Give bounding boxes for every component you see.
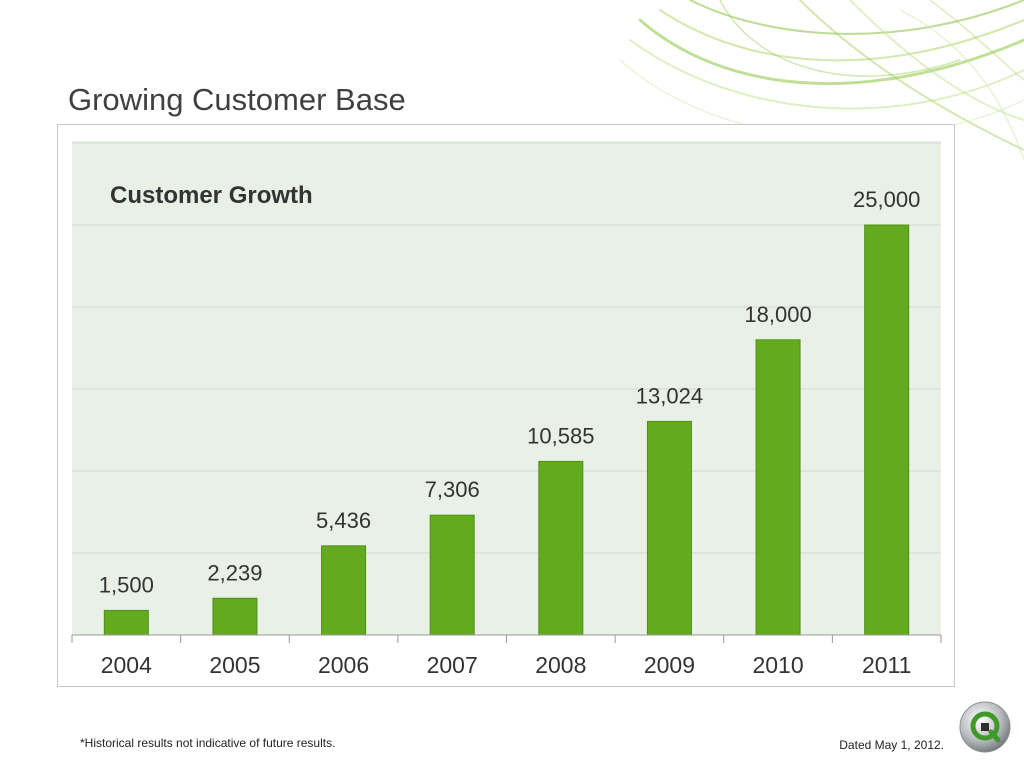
plot-background (72, 141, 941, 635)
slide-title: Growing Customer Base (68, 82, 406, 117)
x-tick-label-2005: 2005 (209, 652, 260, 678)
footnote: *Historical results not indicative of fu… (80, 736, 336, 750)
data-label-2010: 18,000 (744, 302, 811, 327)
x-tick-label-2008: 2008 (535, 652, 586, 678)
x-tick-label-2011: 2011 (862, 652, 911, 678)
qlikview-q-logo-icon (959, 701, 1011, 753)
bars (103, 224, 910, 636)
data-label-2011: 25,000 (853, 187, 920, 212)
x-tick-label-2006: 2006 (318, 652, 369, 678)
data-label-2006: 5,436 (316, 508, 371, 533)
bar-2006 (321, 545, 367, 636)
bar-2005 (212, 597, 258, 636)
data-label-2009: 13,024 (636, 383, 703, 408)
x-tick-label-2009: 2009 (644, 652, 695, 678)
date-note: Dated May 1, 2012. (839, 738, 944, 752)
customer-growth-bar-chart: 1,500 2,239 5,436 7,306 10,585 13,024 18,000 25… (71, 141, 942, 678)
x-tick-label-2007: 2007 (427, 652, 478, 678)
x-axis (71, 634, 942, 643)
x-tick-label-2004: 2004 (101, 652, 152, 678)
bar-2010 (755, 339, 801, 636)
chart-frame: 1,500 2,239 5,436 7,306 10,585 13,024 18,000 25… (57, 124, 955, 687)
data-label-2004: 1,500 (99, 572, 154, 597)
bar-2007 (429, 514, 475, 636)
bar-2004 (103, 609, 149, 636)
data-label-2007: 7,306 (425, 477, 480, 502)
bar-2009 (646, 420, 692, 636)
data-label-2005: 2,239 (207, 560, 262, 585)
data-labels: 1,500 2,239 5,436 7,306 10,585 13,024 18,000 25… (99, 187, 921, 597)
bar-2011 (864, 224, 910, 636)
bar-2008 (538, 460, 584, 636)
x-tick-labels: 2004 2005 2006 2007 2008 2009 2010 2011 (101, 652, 912, 678)
chart-title: Customer Growth (110, 182, 313, 209)
x-tick-label-2010: 2010 (752, 652, 803, 678)
data-label-2008: 10,585 (527, 423, 594, 448)
